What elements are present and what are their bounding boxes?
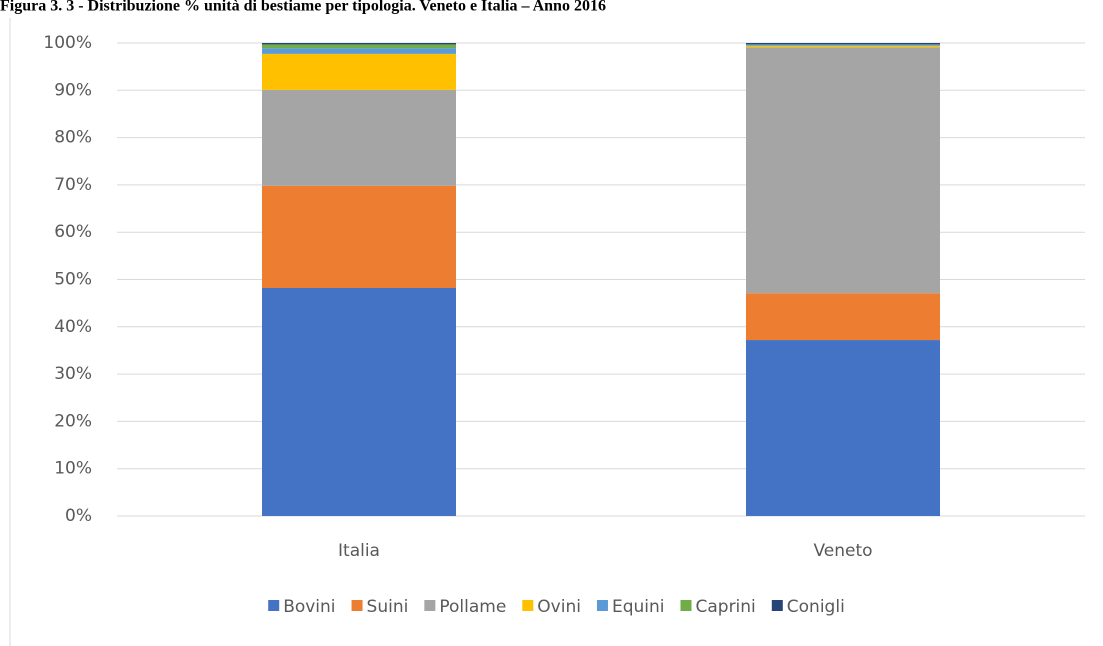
y-tick-label: 50% bbox=[54, 270, 92, 290]
bar-segment bbox=[746, 293, 940, 341]
y-tick-label: 30% bbox=[54, 364, 92, 384]
bar-segment bbox=[746, 44, 940, 46]
legend-label: Ovini bbox=[537, 597, 581, 617]
legend-label: Caprini bbox=[695, 597, 755, 617]
y-tick-label: 10% bbox=[54, 459, 92, 479]
bar-segment bbox=[262, 185, 456, 289]
bar-segment bbox=[746, 47, 940, 294]
legend-swatch bbox=[522, 600, 534, 611]
legend-swatch bbox=[771, 600, 783, 611]
legend-swatch bbox=[268, 600, 280, 611]
bar-segment bbox=[262, 288, 456, 516]
y-tick-label: 0% bbox=[65, 506, 92, 526]
x-tick-label: Veneto bbox=[813, 541, 872, 561]
legend-label: Pollame bbox=[439, 597, 506, 617]
bar-segment bbox=[746, 45, 940, 48]
bar-segment bbox=[262, 89, 456, 186]
legend-swatch bbox=[424, 600, 436, 611]
legend-label: Equini bbox=[612, 597, 665, 617]
y-tick-label: 80% bbox=[54, 128, 92, 148]
legend-label: Conigli bbox=[787, 597, 845, 617]
y-tick-label: 20% bbox=[54, 411, 92, 431]
x-tick-label: Italia bbox=[338, 541, 380, 561]
y-tick-label: 60% bbox=[54, 222, 92, 242]
y-tick-label: 40% bbox=[54, 317, 92, 337]
legend-label: Suini bbox=[367, 597, 409, 617]
legend-swatch bbox=[351, 600, 363, 611]
bar-segment bbox=[262, 48, 456, 54]
legend-label: Bovini bbox=[283, 597, 335, 617]
bar-segment bbox=[262, 53, 456, 90]
y-tick-label: 90% bbox=[54, 80, 92, 100]
bar-segment bbox=[746, 43, 940, 45]
legend-swatch bbox=[680, 600, 692, 611]
legend-swatch bbox=[596, 600, 608, 611]
y-tick-label: 70% bbox=[54, 175, 92, 195]
y-tick-label: 100% bbox=[43, 33, 92, 53]
chart-title: Figura 3. 3 - Distribuzione % unità di b… bbox=[0, 0, 606, 15]
bar-segment bbox=[262, 43, 456, 45]
bar-segment bbox=[262, 44, 456, 49]
bar-segment bbox=[746, 340, 940, 516]
